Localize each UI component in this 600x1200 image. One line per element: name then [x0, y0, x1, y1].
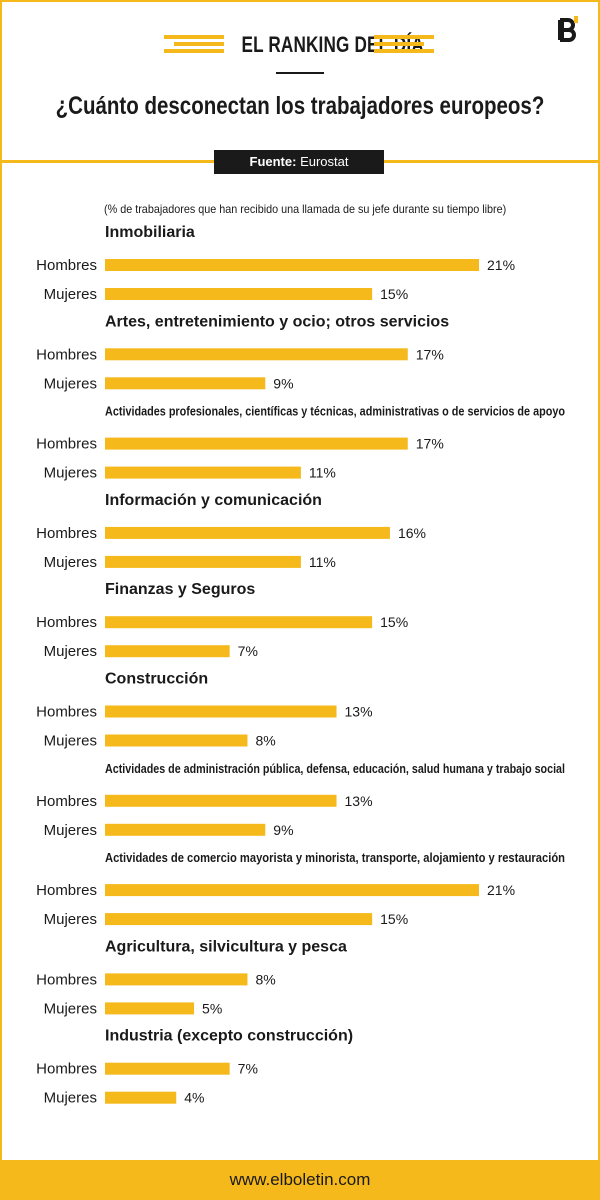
- footer: www.elboletin.com: [0, 1160, 600, 1200]
- data-label: 5%: [202, 1000, 222, 1016]
- group-label: Inmobiliaria: [105, 224, 195, 241]
- group-label: Actividades de administración pública, d…: [105, 762, 565, 776]
- group-label: Actividades de comercio mayorista y mino…: [105, 851, 565, 865]
- bar: [105, 705, 337, 718]
- bar: [105, 259, 479, 271]
- bar: [105, 794, 337, 807]
- series-label: Mujeres: [44, 465, 97, 482]
- series-label: Hombres: [36, 436, 97, 453]
- data-label: 21%: [487, 257, 515, 273]
- group-label: Agricultura, silvicultura y pesca: [105, 938, 347, 955]
- title-divider: [276, 72, 324, 74]
- group-label: Artes, entretenimiento y ocio; otros ser…: [105, 313, 449, 330]
- data-label: 11%: [309, 465, 336, 481]
- bar: [105, 348, 408, 361]
- bar: [105, 645, 230, 658]
- bar-chart: Inmobiliaria Hombres 21% Mujeres 15% Artes, e…: [36, 224, 565, 1107]
- bar: [105, 555, 301, 568]
- data-label: 17%: [416, 436, 444, 452]
- bar: [105, 973, 248, 986]
- series-label: Hombres: [36, 257, 97, 274]
- chart-subtitle: (% de trabajadores que han recibido una …: [104, 202, 507, 216]
- elboletin-logo-icon: [558, 16, 578, 42]
- bar: [105, 288, 373, 300]
- data-label: 17%: [416, 346, 444, 362]
- ranking-banner: EL RANKING DEL DÍA: [0, 28, 600, 62]
- data-label: 15%: [380, 614, 408, 630]
- series-label: Mujeres: [44, 733, 97, 750]
- series-label: Mujeres: [44, 643, 97, 660]
- data-label: 13%: [345, 704, 373, 720]
- data-label: 9%: [273, 822, 293, 838]
- page-title: ¿Cuánto desconectan los trabajadores eur…: [55, 92, 545, 120]
- group-label: Construcción: [105, 671, 208, 688]
- footer-url: www.elboletin.com: [229, 1170, 371, 1189]
- bar: [105, 437, 408, 450]
- series-label: Hombres: [36, 614, 97, 631]
- group-label: Industria (excepto construcción): [105, 1028, 353, 1045]
- data-label: 21%: [487, 882, 515, 898]
- series-label: Mujeres: [44, 375, 97, 392]
- source-value: Eurostat: [300, 154, 349, 169]
- series-label: Hombres: [36, 971, 97, 988]
- bar: [105, 526, 390, 539]
- series-label: Mujeres: [44, 554, 97, 571]
- series-label: Hombres: [36, 793, 97, 810]
- bar: [105, 913, 373, 926]
- data-label: 8%: [255, 971, 275, 987]
- decorative-stripes-left: [164, 35, 224, 55]
- bar: [105, 734, 248, 747]
- decorative-stripes-right: [374, 35, 434, 55]
- data-label: 8%: [255, 733, 275, 749]
- series-label: Mujeres: [44, 1000, 97, 1017]
- bar: [105, 466, 301, 479]
- bar: [105, 1062, 230, 1075]
- data-label: 15%: [380, 286, 408, 302]
- header: EL RANKING DEL DÍA ¿Cuánto desconectan l…: [0, 0, 600, 162]
- series-label: Hombres: [36, 704, 97, 721]
- bar: [105, 823, 266, 836]
- series-label: Mujeres: [44, 911, 97, 928]
- data-label: 7%: [238, 643, 258, 659]
- data-label: 15%: [380, 911, 408, 927]
- series-label: Hombres: [36, 525, 97, 542]
- series-label: Hombres: [36, 346, 97, 363]
- bar: [105, 1002, 195, 1015]
- source-badge: Fuente: Eurostat: [214, 150, 384, 174]
- data-label: 13%: [345, 793, 373, 809]
- data-label: 7%: [238, 1061, 258, 1077]
- data-label: 9%: [273, 375, 293, 391]
- series-label: Mujeres: [44, 822, 97, 839]
- bar: [105, 1091, 177, 1104]
- series-label: Hombres: [36, 1061, 97, 1078]
- source-label: Fuente:: [249, 154, 297, 169]
- bar: [105, 616, 373, 629]
- group-label: Finanzas y Seguros: [105, 581, 255, 598]
- group-label: Actividades profesionales, científicas y…: [105, 405, 565, 419]
- data-label: 4%: [184, 1090, 204, 1106]
- bar: [105, 884, 479, 897]
- group-label: Información y comunicación: [105, 492, 322, 509]
- series-label: Mujeres: [44, 1090, 97, 1107]
- data-label: 11%: [309, 554, 336, 570]
- bar: [105, 377, 266, 390]
- series-label: Hombres: [36, 882, 97, 899]
- series-label: Mujeres: [44, 286, 97, 303]
- data-label: 16%: [398, 525, 426, 541]
